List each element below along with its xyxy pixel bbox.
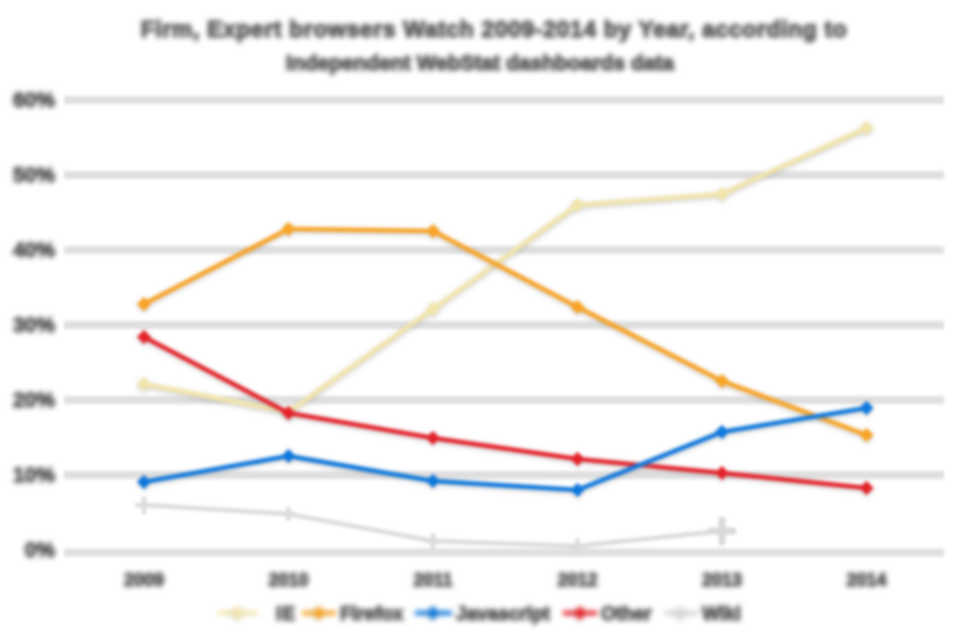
svg-text:Other: Other [601, 604, 652, 625]
svg-text:2011: 2011 [413, 570, 452, 590]
svg-text:0%: 0% [25, 539, 56, 562]
svg-text:Javascript: Javascript [456, 604, 551, 625]
svg-text:2014: 2014 [846, 570, 886, 590]
svg-text:30%: 30% [13, 314, 55, 337]
svg-text:2009: 2009 [124, 570, 164, 590]
svg-text:2010: 2010 [268, 570, 308, 590]
svg-text:40%: 40% [13, 239, 55, 262]
svg-text:Wiki: Wiki [702, 604, 741, 625]
svg-text:Independent WebStat dashboards: Independent WebStat dashboards data [286, 52, 674, 75]
svg-text:2013: 2013 [702, 570, 742, 590]
svg-text:50%: 50% [13, 164, 55, 187]
svg-text:60%: 60% [13, 89, 55, 112]
svg-text:10%: 10% [13, 464, 55, 487]
svg-text:20%: 20% [13, 389, 55, 412]
svg-text:Firefox: Firefox [340, 604, 404, 625]
svg-text:2012: 2012 [557, 570, 597, 590]
svg-text:Firm, Expert browsers Watch 20: Firm, Expert browsers Watch 2009-2014 by… [141, 16, 848, 42]
svg-text:IE: IE [276, 604, 296, 625]
